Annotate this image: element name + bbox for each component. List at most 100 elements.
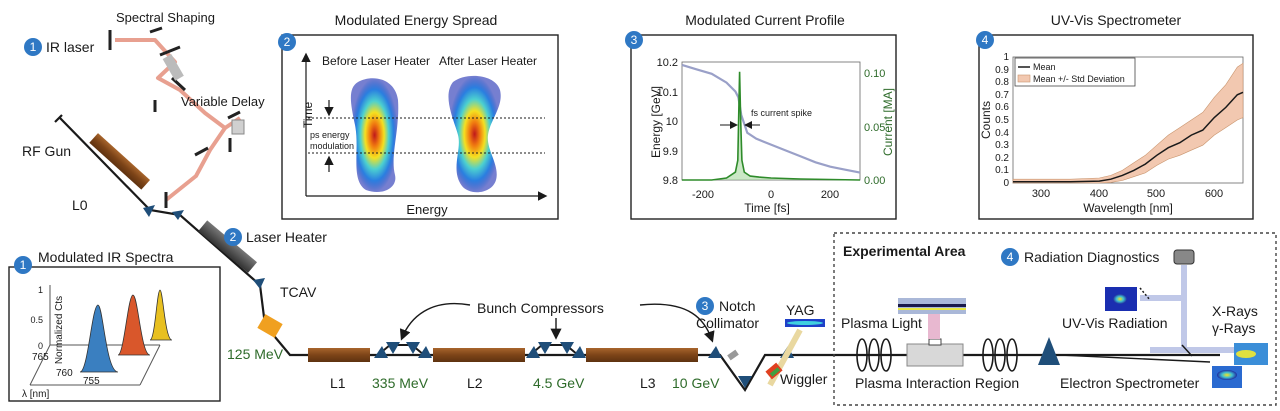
before-laser-heater-label: Before Laser Heater	[322, 54, 430, 68]
legend-band: Mean +/- Std Deviation	[1033, 74, 1125, 84]
spectrometer-ytick: 0	[1003, 178, 1009, 189]
uv-vis-radiation-label: UV-Vis Radiation	[1062, 315, 1168, 331]
l1-label: L1	[330, 375, 346, 391]
energy-spread-xlabel: Energy	[406, 202, 448, 217]
notch-badge: 3	[696, 297, 714, 315]
xray-spot	[1236, 350, 1256, 358]
svg-text:3: 3	[702, 299, 709, 313]
l2-label: L2	[467, 375, 483, 391]
svg-text:1: 1	[30, 40, 37, 54]
spectrometer-badge: 4	[976, 31, 994, 49]
focusing-lenses-upstream	[856, 338, 892, 372]
laser-heater-label: Laser Heater	[246, 229, 327, 245]
laser-heater-undulator	[198, 220, 258, 273]
current-ylabel-right: Current [MA]	[881, 88, 895, 156]
ir-xtick: 760	[56, 368, 73, 379]
svg-text:4: 4	[1007, 250, 1014, 264]
plasma-light-path	[928, 313, 940, 339]
energy-125-label: 125 MeV	[227, 346, 284, 362]
l0-linac	[89, 133, 151, 190]
spectrometer-plot-area	[1012, 56, 1244, 184]
plasma-light-label: Plasma Light	[841, 315, 922, 331]
current-ytick-left: 10.2	[657, 57, 678, 69]
ir-ytick: 0	[38, 341, 43, 351]
spectrometer-xlabel: Wavelength [nm]	[1083, 201, 1173, 215]
plasma-cell-window	[928, 338, 942, 346]
current-xtick: -200	[692, 189, 714, 201]
panel-current-profile: Modulated Current Profile 3 10.2 10.1 10…	[625, 12, 897, 220]
bc2-chicane	[526, 342, 586, 358]
ir-xlabel: λ [nm]	[22, 389, 49, 400]
gamma-rays-label: γ-Rays	[1212, 320, 1256, 336]
l1-linac	[308, 348, 370, 362]
plasma-region-label: Plasma Interaction Region	[855, 375, 1019, 391]
ir-spectra-title: Modulated IR Spectra	[38, 249, 174, 265]
l0-label: L0	[72, 197, 88, 213]
spectrometer-ylabel: Counts	[979, 101, 993, 139]
experimental-area-box	[833, 232, 1277, 406]
notch-label: Notch	[719, 298, 756, 314]
energy-spread-badge: 2	[278, 33, 296, 51]
plasma-cell	[906, 343, 964, 367]
heater-dipole	[253, 278, 265, 289]
collimator-label: Collimator	[696, 315, 759, 331]
delay-stage	[231, 119, 245, 135]
annotation-line-1: ps energy	[310, 130, 350, 140]
uv-vis-camera-image	[1105, 287, 1137, 311]
spectrometer-ytick: 0.7	[995, 90, 1009, 101]
plasma-light-image	[898, 298, 966, 314]
tcav-cavity	[257, 314, 283, 338]
yag-label: YAG	[786, 302, 815, 318]
laser-heater-badge: 2	[224, 228, 242, 246]
wiggler-label: Wiggler	[780, 371, 828, 387]
spectrometer-ytick: 0.9	[995, 65, 1009, 76]
bc3-arrow	[639, 303, 715, 343]
spectrometer-ytick: 0.5	[995, 115, 1009, 126]
spectral-shaping-label: Spectral Shaping	[116, 10, 215, 25]
laser-mirrors	[108, 26, 241, 208]
current-ytick-left: 9.9	[663, 146, 678, 158]
radiation-paths	[1140, 265, 1250, 353]
pickoff-mirror-1	[1139, 287, 1151, 301]
spectrometer-ytick: 0.2	[995, 153, 1009, 164]
ir-ytick: 1	[38, 285, 43, 295]
current-profile-badge: 3	[625, 31, 643, 49]
after-laser-heater-label: After Laser Heater	[439, 54, 537, 68]
ir-laser-label: IR laser	[46, 39, 95, 55]
current-spike-annotation: fs current spike	[751, 108, 812, 118]
mean-series-line	[1013, 91, 1244, 183]
current-ytick-right: 0.10	[864, 68, 885, 80]
spectrometer-legend: Mean Mean +/- Std Deviation	[1014, 57, 1136, 87]
energy-4-5-label: 4.5 GeV	[533, 375, 585, 391]
std-band	[1012, 62, 1244, 184]
energy-335-label: 335 MeV	[372, 375, 429, 391]
notch-collimator-jaw	[727, 349, 739, 361]
svg-text:2: 2	[230, 230, 237, 244]
ir-ytick: 0.5	[30, 315, 43, 325]
spectral-shaper-element	[162, 54, 184, 81]
rf-gun-label: RF Gun	[22, 143, 71, 159]
energy-10-label: 10 GeV	[672, 375, 720, 391]
spectrometer-title: UV-Vis Spectrometer	[1051, 12, 1182, 28]
panel-ir-spectra: 1 Modulated IR Spectra 1 0.5 0 Normalize…	[8, 249, 221, 402]
ir-spectrum-peak-3	[149, 289, 173, 341]
spectrometer-ytick: 0.6	[995, 102, 1009, 113]
ir-laser-badge: 1	[24, 38, 42, 56]
before-heater-phase-space	[350, 78, 399, 193]
current-ytick-left: 9.8	[663, 175, 678, 187]
bc1-chicane	[374, 342, 432, 358]
current-xtick: 0	[768, 189, 774, 201]
energy-spread-ylabel: Time	[301, 101, 315, 128]
l3-label: L3	[640, 375, 656, 391]
current-series-line	[682, 71, 861, 181]
yag-screen-image	[785, 319, 825, 327]
current-xtick: 200	[821, 189, 839, 201]
spectrometer-xtick: 400	[1090, 188, 1108, 200]
ir-spectrum-peak-1	[79, 304, 119, 373]
deflected-beam	[1059, 354, 1211, 363]
current-ytick-left: 10.1	[657, 87, 678, 99]
ir-spectra-badge: 1	[14, 256, 32, 274]
spectrometer-ytick: 0.1	[995, 165, 1009, 176]
experimental-area-label: Experimental Area	[843, 243, 966, 259]
svg-text:3: 3	[631, 33, 638, 47]
